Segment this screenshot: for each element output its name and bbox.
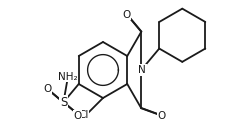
Text: O: O	[123, 10, 131, 20]
Text: S: S	[60, 96, 67, 109]
Text: Cl: Cl	[78, 110, 88, 120]
Text: O: O	[43, 84, 52, 94]
Text: O: O	[158, 111, 166, 121]
Text: N: N	[138, 65, 146, 75]
Text: NH₂: NH₂	[58, 72, 77, 82]
Text: O: O	[73, 111, 82, 121]
